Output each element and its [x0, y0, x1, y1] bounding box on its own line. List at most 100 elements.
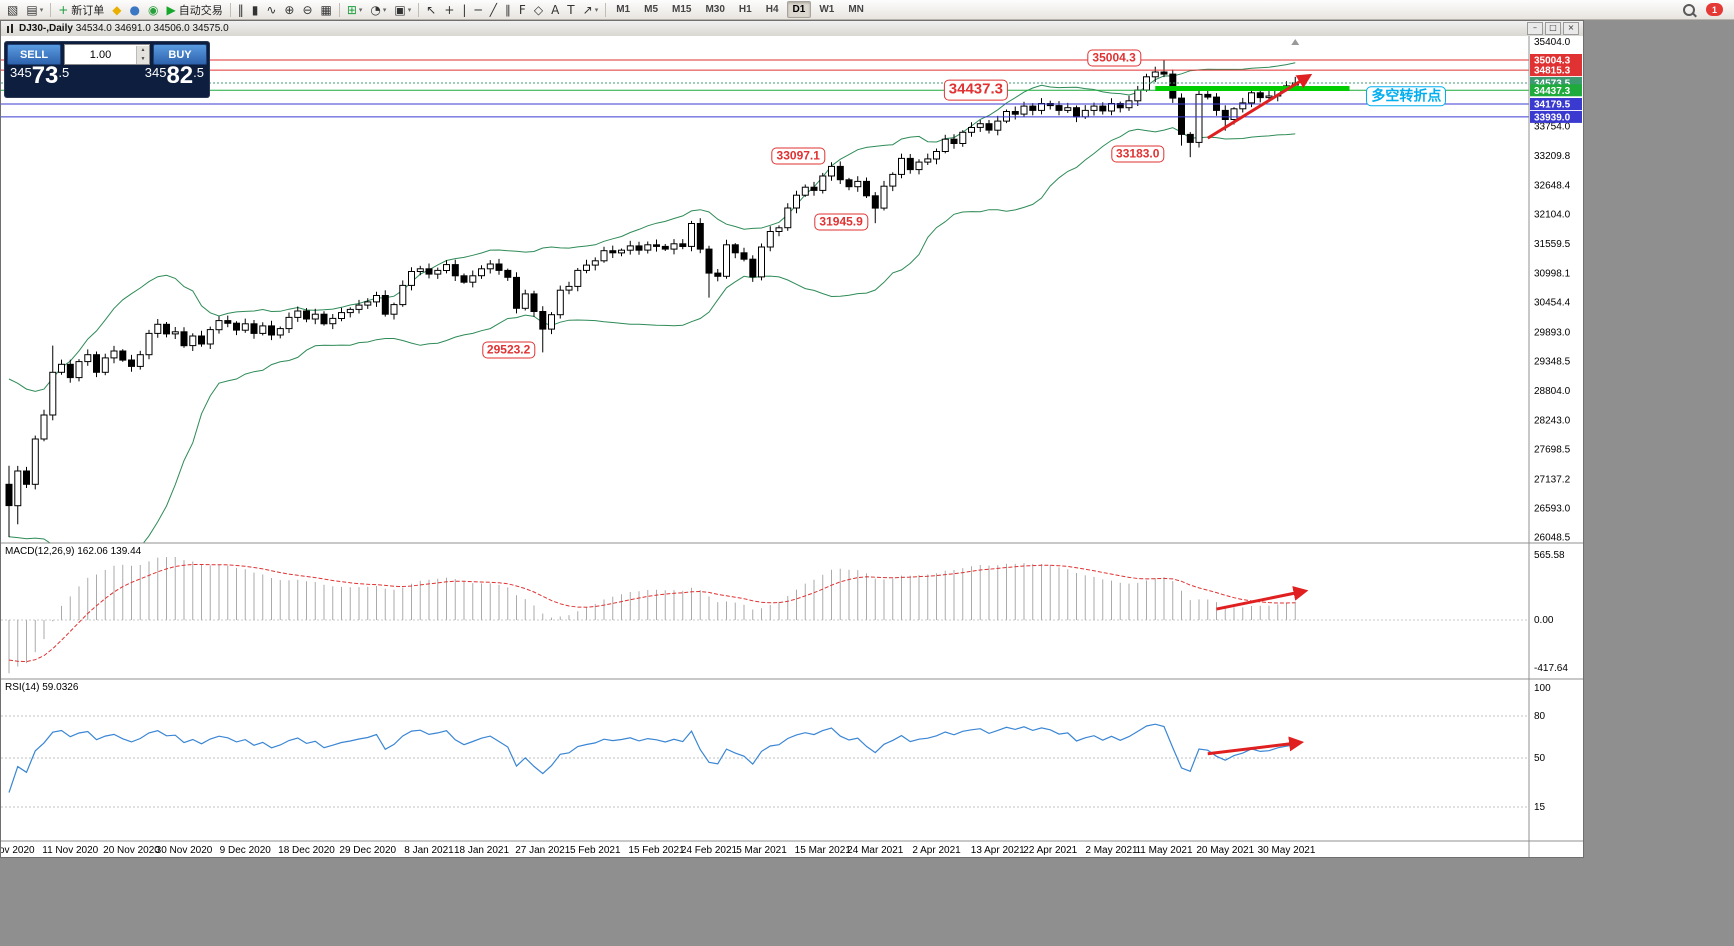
- svg-text:15 Mar 2021: 15 Mar 2021: [795, 845, 852, 856]
- toolbar-tf-m1[interactable]: M1: [616, 4, 631, 15]
- toolbar-tf-h4[interactable]: H4: [765, 4, 779, 15]
- toolbar-right-cluster: 1: [1679, 0, 1731, 20]
- fibonacci-retracement-icon: F: [518, 2, 526, 17]
- mql5-community-icon: ●: [129, 2, 140, 17]
- toolbar-separator: [338, 2, 340, 17]
- svg-text:24 Mar 2021: 24 Mar 2021: [847, 845, 904, 856]
- toolbar-new-chart[interactable]: ▧: [3, 0, 22, 20]
- toolbar-tf-h1[interactable]: H1: [738, 4, 752, 15]
- toolbar-text[interactable]: A: [547, 0, 563, 20]
- new-chart-icon: ▧: [7, 2, 19, 17]
- toolbar-templates[interactable]: ▣ ▾: [390, 0, 415, 20]
- toolbar-refresh-data[interactable]: ◉: [144, 0, 162, 20]
- sell-button[interactable]: SELL: [7, 44, 61, 65]
- trendline-icon: ╱: [489, 2, 497, 17]
- toolbar-equidistant-channel[interactable]: ∥: [501, 0, 515, 20]
- toolbar-autotrading[interactable]: ▶ 自动交易: [162, 0, 226, 20]
- shapes-icon: ◇: [533, 2, 544, 17]
- templates-dropdown-icon: ▾: [407, 5, 412, 14]
- trade-panel-controls: SELL ▲ ▼ BUY: [7, 44, 207, 65]
- toolbar-tf-mn[interactable]: MN: [848, 4, 864, 15]
- svg-text:30998.1: 30998.1: [1534, 269, 1571, 280]
- svg-text:13 Apr 2021: 13 Apr 2021: [971, 845, 1025, 856]
- volume-down-button[interactable]: ▼: [137, 54, 149, 64]
- line-chart-mode-icon: ∿: [266, 2, 277, 17]
- arrow-objects-icon: ↗: [582, 2, 593, 17]
- toolbar-crosshair[interactable]: +: [440, 0, 458, 20]
- annotation-29523[interactable]: 29523.2: [481, 341, 536, 359]
- autotrading-icon: ▶: [166, 2, 176, 17]
- text-icon: A: [551, 2, 560, 17]
- sell-price-prefix: 345: [10, 65, 32, 80]
- chart-canvas[interactable]: 35404.0 33754.0 33209.8 32648.4 32104.0 31559…: [1, 36, 1583, 857]
- chart-icon: [5, 23, 15, 34]
- indicators-list-icon: ⊞: [346, 2, 357, 17]
- toolbar-shapes[interactable]: ◇: [530, 0, 547, 20]
- buy-price-big: 82: [166, 62, 194, 89]
- annotation-34437[interactable]: 34437.3: [943, 79, 1008, 101]
- toolbar-trendline[interactable]: ╱: [486, 0, 501, 20]
- toolbar-text-label[interactable]: T: [563, 0, 578, 20]
- chart-window-titlebar[interactable]: DJ30-,Daily 34534.0 34691.0 34506.0 3457…: [1, 21, 1583, 37]
- toolbar-tile-windows[interactable]: ▦: [317, 0, 336, 20]
- zoom-out-icon: ⊖: [302, 2, 313, 17]
- tile-windows-icon: ▦: [320, 2, 332, 17]
- toolbar-new-order[interactable]: + 新订单: [54, 0, 108, 20]
- toolbar-periods[interactable]: ◔ ▾: [366, 0, 390, 20]
- annotation-33183[interactable]: 33183.0: [1111, 145, 1165, 163]
- toolbar-tf-m15[interactable]: M15: [672, 4, 692, 15]
- window-controls: – □ ×: [1527, 22, 1579, 35]
- svg-text:33939.0: 33939.0: [1534, 112, 1571, 123]
- volume-input[interactable]: [65, 48, 136, 61]
- chart-area[interactable]: 35404.0 33754.0 33209.8 32648.4 32104.0 31559…: [1, 36, 1583, 857]
- svg-text:11 Nov 2020: 11 Nov 2020: [42, 845, 98, 856]
- toolbar-tf-w1[interactable]: W1: [819, 4, 835, 15]
- toolbar-tf-m30[interactable]: M30: [705, 4, 725, 15]
- equidistant-channel-icon: ∥: [504, 2, 511, 17]
- annotation-35004[interactable]: 35004.3: [1087, 49, 1141, 67]
- toolbar-zoom-out[interactable]: ⊖: [298, 0, 316, 20]
- buy-button[interactable]: BUY: [153, 44, 207, 65]
- svg-text:30454.4: 30454.4: [1534, 298, 1571, 309]
- volume-up-button[interactable]: ▲: [137, 45, 149, 55]
- svg-text:5 Feb 2021: 5 Feb 2021: [570, 845, 621, 856]
- toolbar-tf-m5[interactable]: M5: [644, 4, 659, 15]
- svg-text:33754.0: 33754.0: [1534, 122, 1571, 133]
- svg-text:100: 100: [1534, 683, 1551, 694]
- toolbar-candlestick-mode[interactable]: ▮: [248, 0, 263, 20]
- svg-text:34179.5: 34179.5: [1534, 100, 1571, 111]
- svg-text:50: 50: [1534, 753, 1546, 764]
- close-button[interactable]: ×: [1563, 22, 1579, 35]
- bull-bear-turning-point-label[interactable]: 多空转折点: [1366, 86, 1447, 106]
- search-button[interactable]: [1679, 0, 1699, 20]
- toolbar-tf-d1[interactable]: D1: [786, 1, 812, 18]
- toolbar-separator: [50, 2, 52, 17]
- toolbar-indicators-list[interactable]: ⊞ ▾: [343, 0, 367, 20]
- svg-text:34573.5: 34573.5: [1534, 79, 1571, 90]
- toolbar-profiles[interactable]: ▤ ▾: [22, 0, 47, 20]
- svg-text:29 Dec 2020: 29 Dec 2020: [339, 845, 396, 856]
- maximize-button[interactable]: □: [1545, 22, 1561, 35]
- toolbar-horizontal-line[interactable]: ─: [470, 0, 485, 20]
- notification-badge[interactable]: 1: [1706, 3, 1723, 16]
- annotation-33097[interactable]: 33097.1: [771, 147, 825, 165]
- text-label-icon: T: [567, 2, 575, 17]
- svg-text:2 Nov 2020: 2 Nov 2020: [1, 845, 35, 856]
- svg-text:5 Mar 2021: 5 Mar 2021: [736, 845, 787, 856]
- crosshair-icon: +: [444, 2, 455, 17]
- toolbar-cursor[interactable]: ↖: [422, 0, 440, 20]
- annotation-31945[interactable]: 31945.9: [814, 213, 868, 231]
- svg-text:15 Feb 2021: 15 Feb 2021: [628, 845, 685, 856]
- toolbar-metaeditor[interactable]: ◆: [108, 0, 125, 20]
- toolbar-fibonacci-retracement[interactable]: F: [515, 0, 530, 20]
- toolbar-zoom-in[interactable]: ⊕: [280, 0, 298, 20]
- toolbar-vertical-line[interactable]: |: [458, 0, 470, 20]
- toolbar-bar-chart-mode[interactable]: ‖: [234, 0, 248, 20]
- minimize-button[interactable]: –: [1527, 22, 1543, 35]
- chart-window-title: DJ30-,Daily 34534.0 34691.0 34506.0 3457…: [19, 23, 229, 34]
- toolbar-mql5-community[interactable]: ●: [126, 0, 144, 20]
- toolbar-arrow-objects[interactable]: ↗ ▾: [579, 0, 603, 20]
- toolbar-line-chart-mode[interactable]: ∿: [262, 0, 280, 20]
- svg-text:28243.0: 28243.0: [1534, 416, 1571, 427]
- svg-text:RSI(14) 59.0326: RSI(14) 59.0326: [5, 682, 79, 693]
